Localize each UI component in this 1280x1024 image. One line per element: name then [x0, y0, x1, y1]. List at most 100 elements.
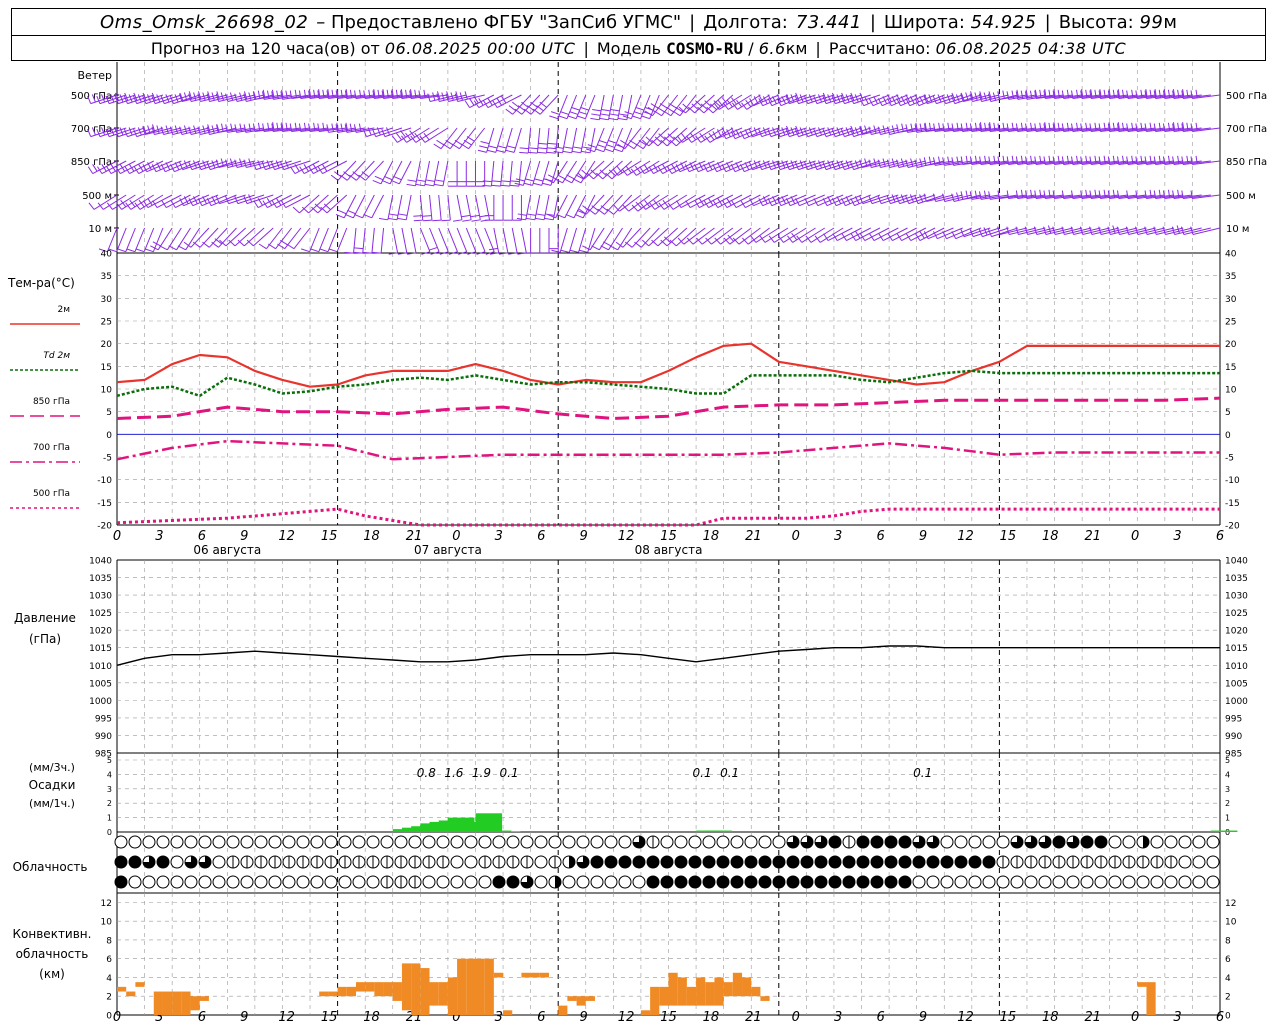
wind-barb-feather [685, 200, 691, 208]
wind-barb-feather [1030, 189, 1033, 198]
wind-barb [536, 127, 541, 154]
cloud-symbol [968, 835, 982, 849]
cloud-symbol [940, 875, 954, 889]
wind-barb-feather [1182, 89, 1185, 98]
wind-barb [318, 227, 329, 252]
latitude-label: Широта: [883, 11, 965, 33]
wind-barb-feather [1024, 226, 1028, 235]
cloud-symbol [170, 875, 184, 889]
wind-barb-feather [368, 89, 371, 98]
wind-barb-feather [434, 179, 444, 182]
wind-barb-feather [211, 160, 216, 169]
wind-barb-feather [878, 233, 884, 241]
wind-barb-feather [978, 228, 983, 237]
wind-barb [892, 227, 917, 242]
wind-barb-feather [1043, 123, 1046, 132]
wind-barb-feather [827, 127, 832, 136]
wind-barb-feather [372, 128, 377, 137]
wind-barb-feather [340, 89, 343, 98]
wind-barb-feather [298, 123, 302, 132]
wind-barb-feather [859, 195, 864, 204]
wind-barb-feather [669, 139, 677, 147]
cloud-symbol [884, 835, 898, 849]
wind-barb-feather [1171, 226, 1176, 235]
wind-barb-feather [349, 174, 357, 181]
cloud-symbol-mark [1025, 836, 1037, 848]
wind-barb-feather [183, 92, 188, 101]
wind-barb-feather [818, 94, 823, 103]
wind-barb-feather [703, 200, 710, 208]
conv-x-tick: 9 [580, 1010, 588, 1024]
conv-bar [742, 977, 752, 997]
wind-barb-feather [850, 95, 855, 104]
wind-barb-feather [88, 202, 95, 210]
wind-level-right: 700 гПа [1226, 124, 1267, 135]
wind-barb-feather [253, 200, 259, 208]
wind-barb-feather [501, 180, 511, 183]
wind-barb [946, 227, 973, 240]
wind-barb-feather [915, 122, 918, 131]
cloud-symbol [114, 835, 128, 849]
wind-barb-feather [276, 122, 279, 131]
wind-barb-feather [515, 178, 525, 182]
wind-barb-feather [767, 94, 773, 103]
wind-level-left: 500 м [82, 191, 112, 202]
wind-barb-feather [831, 161, 836, 170]
temp-x-tick: 0 [792, 529, 800, 544]
wind-barb-feather [272, 122, 275, 131]
conv-bar [696, 977, 706, 1006]
temp-x-tick: 18 [1042, 529, 1059, 544]
wind-barb-feather [508, 252, 518, 255]
wind-barb-feather [257, 198, 263, 206]
wind-barb-feather [441, 92, 445, 101]
wind-barb-feather [156, 94, 161, 103]
latitude-value: 54.925 [970, 11, 1037, 33]
conv-x-tick: 21 [1084, 1010, 1101, 1024]
wind-barb-feather [1029, 90, 1033, 99]
wind-barb-feather [299, 166, 305, 174]
wind-barb-feather [740, 200, 746, 208]
wind-barb-feather [1039, 89, 1042, 98]
pressure-line [116, 645, 1220, 666]
precip-tick-left: 2 [107, 799, 112, 808]
wind-barb [392, 227, 399, 253]
conv-bar [585, 996, 595, 1001]
wind-level-right: 850 гПа [1226, 157, 1267, 168]
wind-barb-feather [905, 195, 910, 204]
wind-barb-feather [261, 161, 266, 170]
wind-barb-feather [322, 122, 325, 131]
wind-barb-feather [461, 214, 471, 218]
wind-barb-feather [864, 96, 869, 104]
cloud-symbol [1192, 855, 1206, 869]
wind-barb-feather [1181, 123, 1184, 132]
cloud-row [114, 875, 1220, 889]
cloud-symbol [324, 875, 338, 889]
wind-barb-feather [257, 160, 262, 169]
wind-barb-feather [790, 127, 795, 136]
wind-barb-feather [517, 105, 526, 112]
wind-barb-feather [1039, 155, 1042, 164]
wind-barb-feather [1190, 190, 1193, 199]
cloud-symbol [744, 835, 758, 849]
wind-barb-feather [660, 139, 668, 147]
conv-tick-right: 2 [1225, 993, 1231, 1003]
wind-barb-feather [1048, 155, 1051, 164]
wind-barb-feather [313, 89, 316, 98]
wind-barb-feather [868, 126, 872, 135]
wind-barb-feather [850, 161, 855, 170]
wind-barb-feather [1080, 156, 1083, 165]
wind-barb-feather [1066, 89, 1070, 98]
wind-barb-feather [1099, 89, 1102, 98]
wind-barb-feather [281, 122, 284, 131]
wind-barb-feather [1024, 91, 1028, 100]
wind-barb [1027, 227, 1055, 236]
wind-barb [475, 227, 486, 252]
temp-tick-right: 5 [1225, 408, 1231, 418]
wind-barb-feather [151, 164, 157, 172]
wind-barb-feather [183, 196, 189, 204]
wind-barb-feather [749, 98, 754, 106]
wind-barb-feather [168, 245, 177, 251]
wind-barb-feather [550, 111, 560, 115]
wind-barb-feather [234, 159, 238, 168]
wind-barb-feather [509, 184, 520, 187]
